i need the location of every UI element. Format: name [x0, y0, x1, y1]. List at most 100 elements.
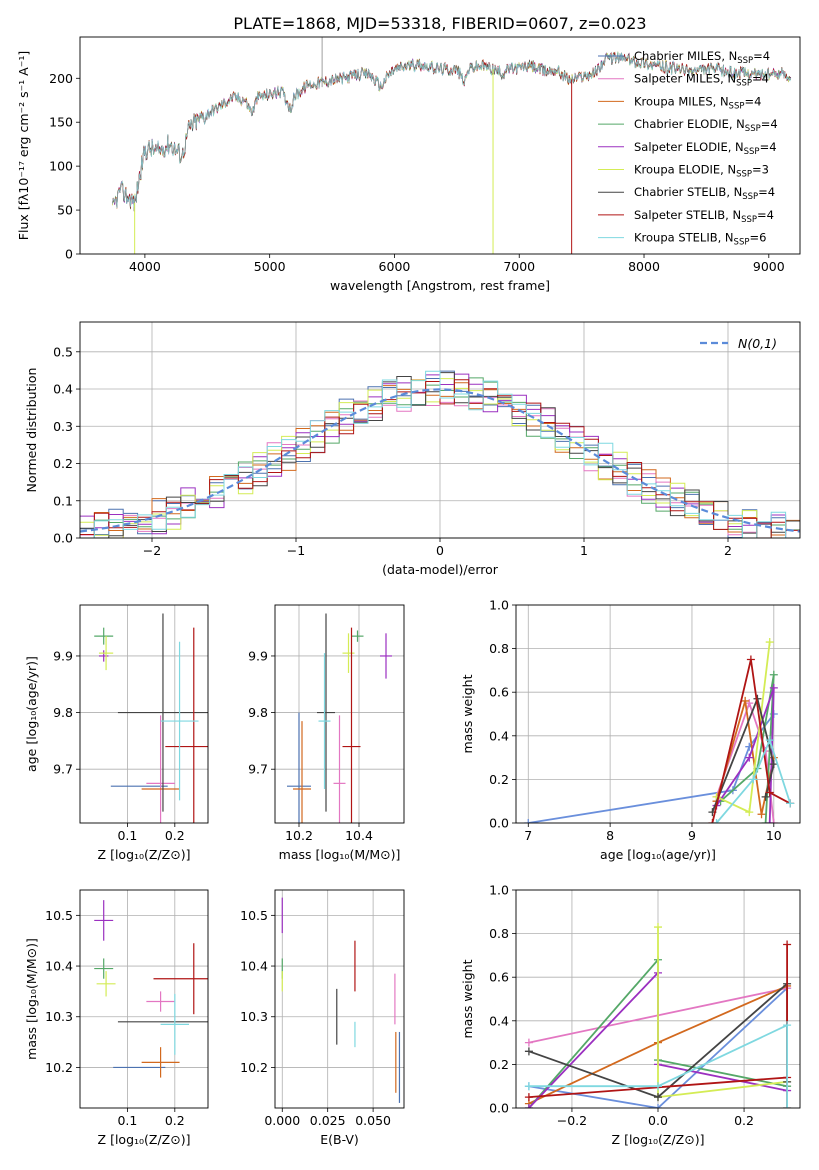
- y-tick-label: 100: [49, 159, 73, 174]
- weight-marker: [765, 788, 774, 797]
- weight-marker: [524, 1047, 533, 1056]
- x-axis-label: wavelength [Angstrom, rest frame]: [330, 278, 550, 293]
- y-axis-label: Normed distribution: [24, 368, 39, 493]
- errorbar-salpeter_miles: [146, 991, 175, 1012]
- y-tick-label: 9.7: [248, 762, 268, 777]
- legend-label: Salpeter MILES, NSSP=4: [634, 72, 769, 89]
- errorbar-chabrier_elodie: [94, 958, 114, 979]
- axes: −2 −1 0 1 2 0.0 0.1 0.2 0.3 0.4 0.5 (data-model)/er…: [24, 321, 801, 577]
- grid: [80, 605, 208, 823]
- y-axis-label: mass weight: [460, 959, 475, 1038]
- axes: 0.1 0.2 10.2 10.3 10.4 10.5 Z [log₁₀(Z/Z⊙)] mas…: [24, 889, 209, 1147]
- y-tick-label: 10.4: [240, 959, 268, 974]
- axes: −0.2 0.0 0.2 0.0 0.2 0.4 0.6 0.8 1.0 Z [log₁₀(Z/Z…: [460, 883, 801, 1147]
- x-tick-label: 4000: [129, 259, 161, 274]
- errorbar-salpeter_stelib: [165, 627, 208, 823]
- x-tick-label: 0.025: [310, 1113, 346, 1128]
- x-tick-label: 7000: [503, 259, 535, 274]
- y-tick-label: 150: [49, 115, 73, 130]
- errorbar-kroupa_miles: [293, 721, 311, 823]
- errorbar-kroupa_stelib: [160, 641, 199, 801]
- x-tick-label: 0: [436, 543, 444, 558]
- x-tick-label: 0.2: [165, 1113, 185, 1128]
- weight-marker: [769, 683, 778, 692]
- weight-marker: [769, 670, 778, 679]
- weight-marker: [745, 808, 754, 817]
- axes-frame: [274, 604, 405, 824]
- errorbar-kroupa_stelib: [160, 993, 190, 1055]
- spectrum-line-kroupa_stelib: [112, 51, 792, 211]
- weight-marker: [654, 1104, 662, 1108]
- weight-marker: [783, 940, 792, 949]
- y-tick-label: 0.3: [53, 419, 73, 434]
- legend-label: Chabrier ELODIE, NSSP=4: [634, 117, 778, 134]
- x-tick-label: 2: [724, 543, 732, 558]
- weight-marker: [783, 1104, 792, 1108]
- weight-marker: [786, 799, 795, 808]
- errorbar-salpeter_elodie: [98, 650, 109, 662]
- weight-marker: [745, 753, 754, 762]
- x-axis-label: Z [log₁₀(Z/Z⊙)]: [98, 847, 191, 862]
- y-tick-label: 9.7: [53, 762, 73, 777]
- weight-marker: [524, 819, 533, 823]
- weight-marker: [761, 792, 770, 801]
- plot-area: [94, 613, 208, 823]
- legend-label: Chabrier MILES, NSSP=4: [634, 49, 770, 66]
- errorbar-kroupa_elodie: [96, 971, 116, 997]
- axes: 7 8 9 10 0.0 0.2 0.4 0.6 0.8 1.0 age [log₁₀(age/yr…: [460, 598, 801, 862]
- x-tick-label: 10: [766, 828, 782, 843]
- legend-label: Kroupa ELODIE, NSSP=3: [634, 163, 769, 180]
- x-tick-label: −2: [143, 543, 161, 558]
- y-tick-label: 0.8: [489, 641, 509, 656]
- y-tick-label: 0.4: [53, 382, 73, 397]
- y-tick-label: 0.2: [53, 456, 73, 471]
- weight-marker: [654, 1082, 662, 1091]
- plot-area: [80, 370, 800, 538]
- y-tick-label: 10.5: [45, 908, 73, 923]
- legend-label: Kroupa STELIB, NSSP=6: [634, 231, 766, 248]
- y-tick-label: 0.2: [489, 772, 509, 787]
- axes-frame: [79, 889, 209, 1109]
- y-tick-label: 10.3: [240, 1009, 268, 1024]
- y-tick-label: 0.0: [489, 816, 509, 831]
- weight-marker: [745, 699, 754, 708]
- errorbar-chabrier_stelib: [317, 613, 335, 812]
- x-axis-label: E(B-V): [320, 1132, 359, 1147]
- weight-marker: [712, 819, 721, 823]
- errorbar-chabrier_elodie: [94, 627, 114, 645]
- errorbar-chabrier_miles: [287, 712, 311, 823]
- x-axis-label: age [log₁₀(age/yr)]: [600, 847, 716, 862]
- weight-marker: [769, 760, 778, 769]
- x-tick-label: 0.1: [117, 828, 137, 843]
- x-axis-label: mass [log₁₀(M/M⊙)]: [279, 847, 401, 862]
- errorbar-salpeter_stelib: [342, 627, 361, 823]
- weight-marker: [783, 1021, 792, 1030]
- legend-label: N(0,1): [738, 336, 777, 351]
- plot-area: [94, 900, 208, 1078]
- errorbar-kroupa_elodie: [98, 636, 114, 671]
- legend: Chabrier MILES, NSSP=4 Salpeter MILES, NS…: [598, 49, 778, 248]
- errorbar-chabrier_stelib: [117, 613, 208, 812]
- weight-marker: [741, 696, 750, 705]
- y-axis-label: age [log₁₀(age/yr)]: [24, 656, 39, 772]
- weight-marker: [746, 655, 755, 664]
- hist-legend: N(0,1): [700, 336, 777, 351]
- weight-line-kroupa_stelib: [528, 1023, 788, 1108]
- plot-area: [112, 37, 792, 254]
- weight-marker: [765, 736, 774, 745]
- panel-age_vs_mass: 10.2 10.4 9.7 9.8 9.9 mass [log₁₀(M/M⊙)]: [248, 604, 405, 862]
- x-tick-label: −1: [287, 543, 305, 558]
- errorbar-salpeter_miles: [146, 715, 175, 823]
- x-tick-label: 10.4: [345, 828, 373, 843]
- panel-weight_vs_Z: −0.2 0.0 0.2 0.0 0.2 0.4 0.6 0.8 1.0 Z [log₁₀(Z/Z…: [460, 883, 801, 1147]
- plot-area: [524, 923, 792, 1108]
- y-tick-label: 0.5: [53, 344, 73, 359]
- y-tick-label: 1.0: [489, 883, 509, 898]
- y-axis-label: mass [log₁₀(M/M⊙)]: [24, 938, 39, 1060]
- x-tick-label: 0.0: [648, 1113, 668, 1128]
- x-tick-label: −0.2: [557, 1113, 587, 1128]
- x-tick-label: 0.1: [117, 1113, 137, 1128]
- axes: 4000 5000 6000 7000 8000 9000 0 50 100 150 200 wave…: [16, 36, 801, 293]
- weight-marker: [769, 819, 778, 823]
- x-tick-label: 0.050: [355, 1113, 391, 1128]
